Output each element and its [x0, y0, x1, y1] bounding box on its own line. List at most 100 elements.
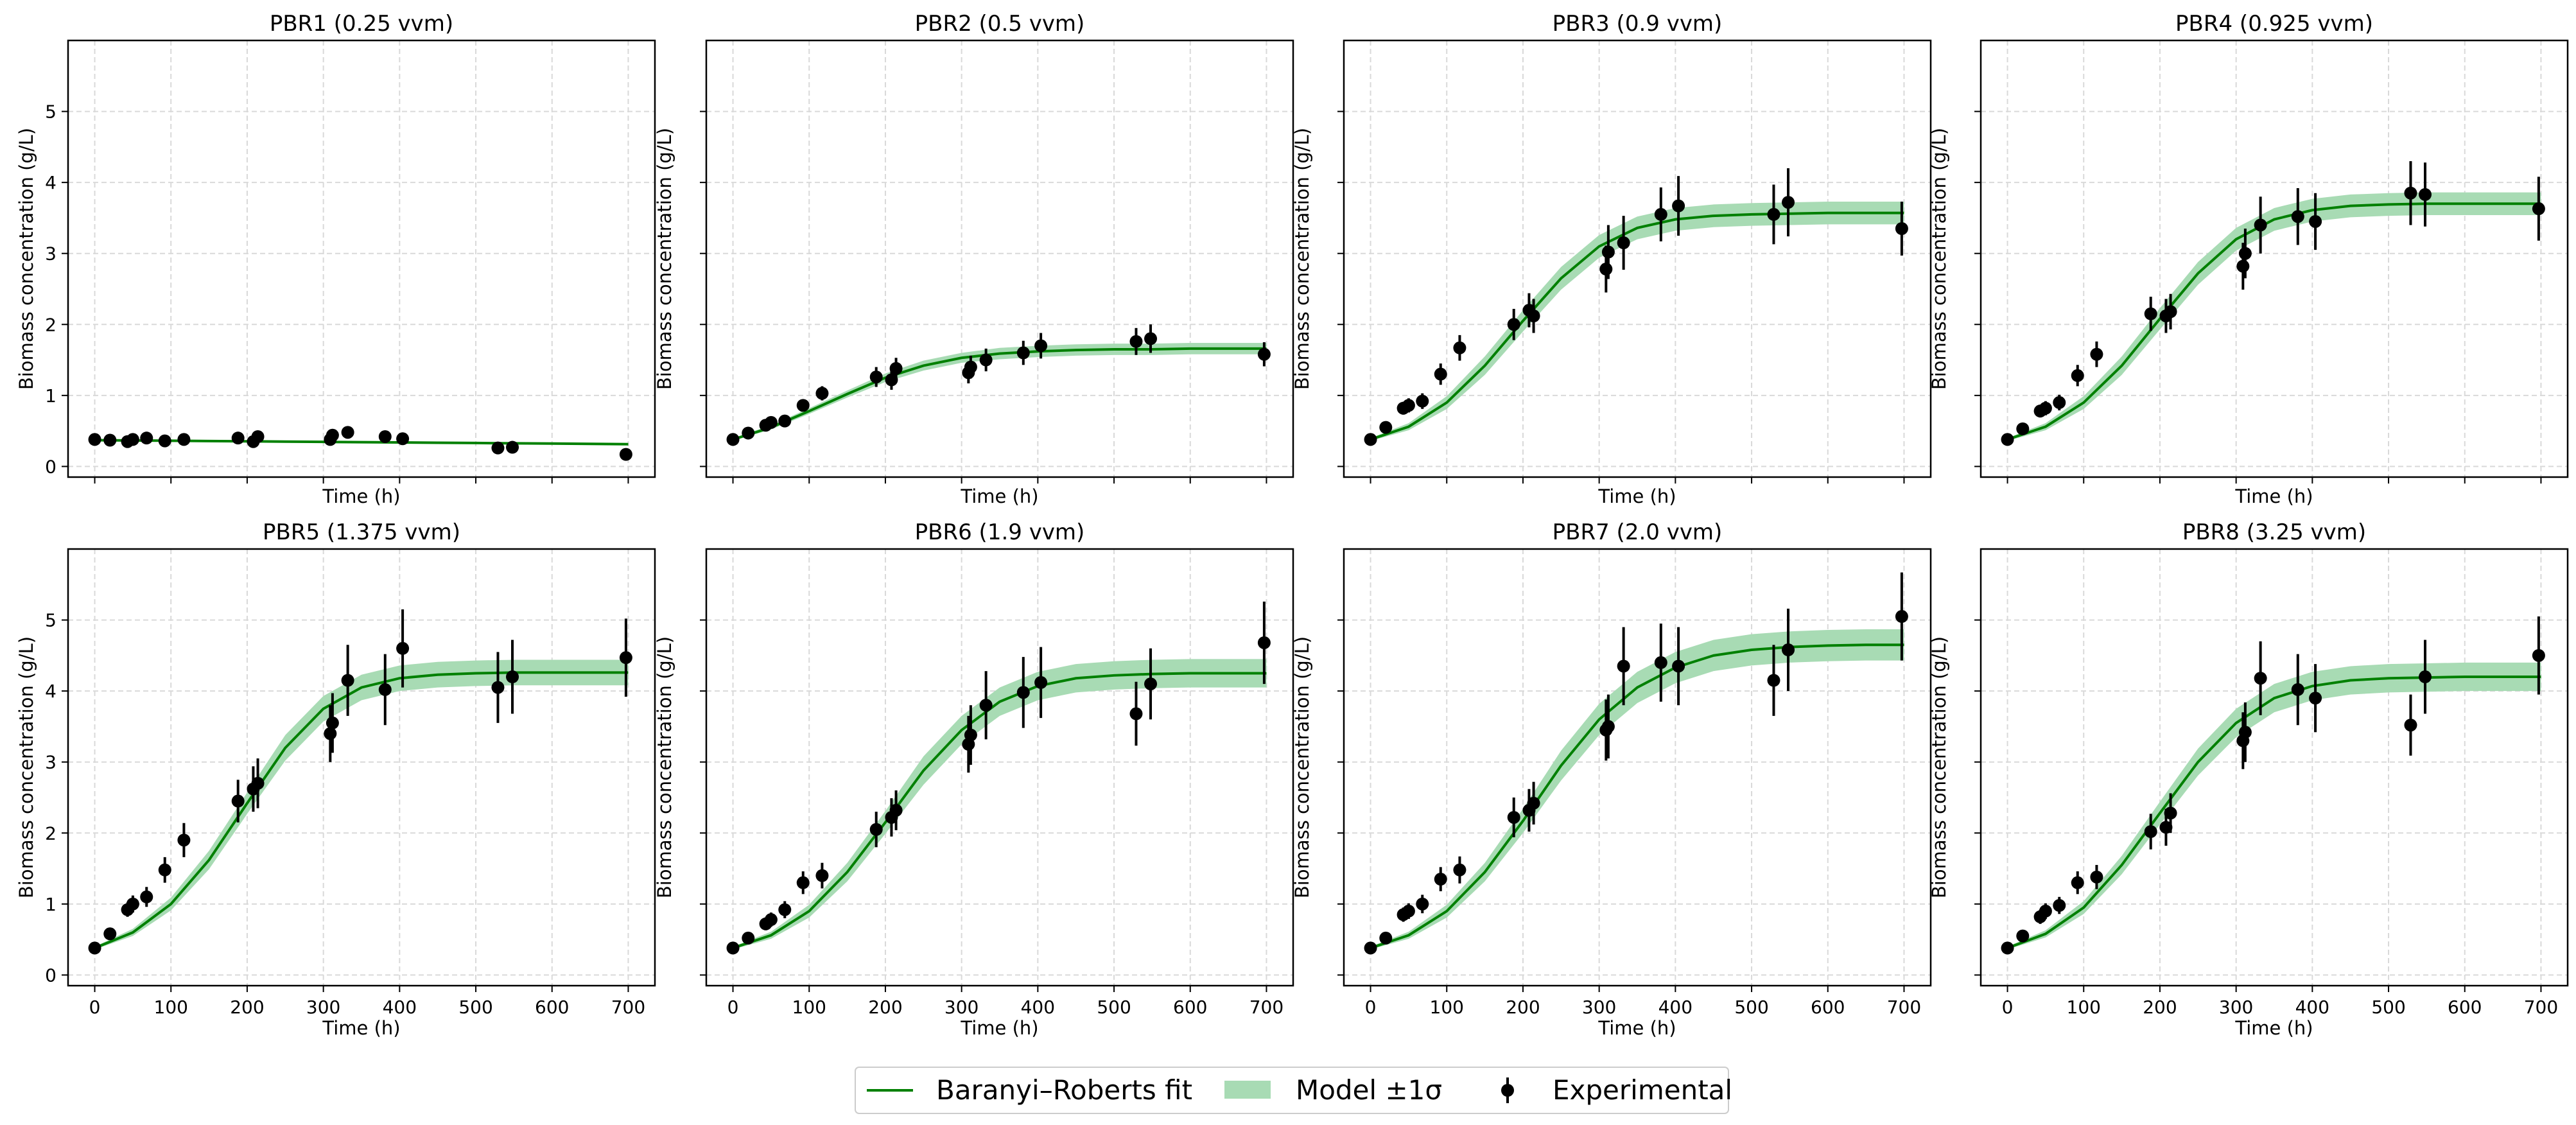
plot-frame — [1980, 548, 2569, 987]
experimental-point — [88, 941, 101, 955]
experimental-point — [1507, 318, 1520, 331]
x-tick-label: 0 — [2002, 997, 2014, 1018]
y-axis-label: Biomass concentration (g/L) — [654, 128, 675, 390]
x-tick-label: 400 — [2295, 997, 2329, 1018]
experimental-point — [1767, 674, 1780, 687]
x-tick-label: 200 — [230, 997, 264, 1018]
experimental-point — [1527, 796, 1540, 810]
x-tick-label: 600 — [1811, 997, 1845, 1018]
experimental-point — [2053, 396, 2066, 409]
chart-panel-4: PBR4 (0.925 vvm) Time (h) Biomass concentr… — [1928, 11, 2569, 507]
experimental-point — [796, 399, 810, 412]
model-sigma-band — [733, 343, 1267, 441]
chart-panel-5: 0 100 200 300 400 500 600 700 0 1 2 3 4 5 PBR5 (1.375 … — [15, 519, 656, 1039]
fit-line — [2006, 202, 2541, 441]
chart-panel-2: PBR2 (0.5 vvm) Time (h) Biomass concentrat… — [654, 11, 1294, 507]
model-sigma-band — [2007, 192, 2541, 441]
experimental-point — [251, 430, 265, 443]
chart-panel-7: 0 100 200 300 400 500 600 700 PBR7 (2.0 vvm) Time… — [1291, 519, 1932, 1039]
experimental-point — [1364, 941, 1377, 955]
experimental-point — [1782, 643, 1795, 657]
panels: 0 1 2 3 4 5 PBR1 (0.25 vvm) Time (h) Biomass con… — [15, 11, 2569, 1039]
experimental-point — [177, 433, 191, 446]
fit-line — [94, 671, 629, 950]
experimental-point — [2404, 719, 2417, 732]
legend-experimental-marker — [1501, 1084, 1514, 1097]
experimental-point — [619, 651, 632, 665]
x-tick-label: 700 — [2524, 997, 2558, 1018]
experimental-point — [1144, 677, 1158, 691]
legend-band-label: Model ±1σ — [1296, 1074, 1442, 1106]
experimental-point — [2254, 218, 2267, 232]
y-tick-label: 0 — [45, 964, 57, 986]
experimental-point — [1129, 335, 1143, 348]
x-tick-label: 600 — [535, 997, 569, 1018]
fit-line — [94, 439, 629, 446]
y-tick-label: 1 — [45, 385, 57, 406]
experimental-point — [2053, 899, 2066, 912]
experimental-point — [2419, 188, 2432, 201]
y-axis-label: Biomass concentration (g/L) — [15, 128, 37, 390]
y-tick-label: 0 — [45, 456, 57, 477]
experimental-point — [889, 803, 903, 817]
plot-frame — [1343, 39, 1932, 478]
experimental-point — [2236, 259, 2250, 273]
x-tick-label: 300 — [2219, 997, 2253, 1018]
experimental-point — [103, 433, 117, 447]
y-axis-label: Biomass concentration (g/L) — [15, 636, 37, 898]
experimental-point — [742, 426, 755, 440]
experimental-point — [742, 931, 755, 945]
x-tick-label: 0 — [727, 997, 739, 1018]
experimental-point — [2309, 692, 2322, 705]
x-axis-label: Time (h) — [2234, 1017, 2313, 1039]
y-axis-label: Biomass concentration (g/L) — [654, 636, 675, 898]
experimental-point — [726, 941, 740, 955]
x-tick-label: 200 — [1506, 997, 1540, 1018]
experimental-point — [158, 434, 171, 448]
experimental-point — [2016, 929, 2030, 943]
experimental-point — [726, 433, 740, 446]
experimental-point — [1599, 263, 1613, 276]
experimental-point — [1601, 720, 1615, 733]
experimental-point — [2001, 433, 2014, 446]
experimental-point — [1507, 810, 1520, 824]
experimental-point — [869, 371, 883, 384]
experimental-point — [326, 716, 339, 729]
experimental-point — [1453, 341, 1466, 354]
chart-panel-6: 0 100 200 300 400 500 600 700 PBR6 (1.9 vvm) Time… — [654, 519, 1294, 1039]
experimental-point — [1257, 347, 1271, 361]
x-tick-label: 0 — [1365, 997, 1377, 1018]
y-tick-label: 2 — [45, 314, 57, 335]
experimental-point — [2532, 649, 2545, 662]
experimental-point — [1016, 346, 1030, 360]
x-tick-label: 400 — [1658, 997, 1693, 1018]
model-sigma-band — [1370, 629, 1904, 950]
y-tick-label: 5 — [45, 101, 57, 123]
x-tick-label: 300 — [1582, 997, 1616, 1018]
y-axis-label: Biomass concentration (g/L) — [1291, 636, 1313, 898]
x-tick-label: 100 — [792, 997, 826, 1018]
legend-band-swatch — [1224, 1081, 1271, 1099]
y-axis-label: Biomass concentration (g/L) — [1928, 636, 1950, 898]
experimental-point — [2071, 876, 2084, 889]
y-tick-label: 2 — [45, 823, 57, 844]
experimental-point — [815, 387, 829, 400]
x-axis-label: Time (h) — [1597, 485, 1676, 507]
experimental-point — [251, 776, 265, 790]
experimental-point — [764, 415, 778, 429]
experimental-point — [506, 670, 519, 684]
experimental-point — [2404, 186, 2417, 200]
experimental-point — [2001, 941, 2014, 955]
experimental-point — [2164, 807, 2177, 820]
experimental-point — [1379, 421, 1393, 434]
experimental-point — [326, 428, 339, 442]
experimental-point — [103, 927, 117, 941]
model-sigma-band — [2007, 662, 2541, 950]
fit-line — [1370, 643, 1904, 950]
panel-title: PBR5 (1.375 vvm) — [263, 519, 460, 545]
experimental-point — [2309, 214, 2322, 228]
experimental-point — [341, 426, 354, 439]
plot-frame — [705, 548, 1294, 987]
experimental-point — [2291, 210, 2304, 223]
